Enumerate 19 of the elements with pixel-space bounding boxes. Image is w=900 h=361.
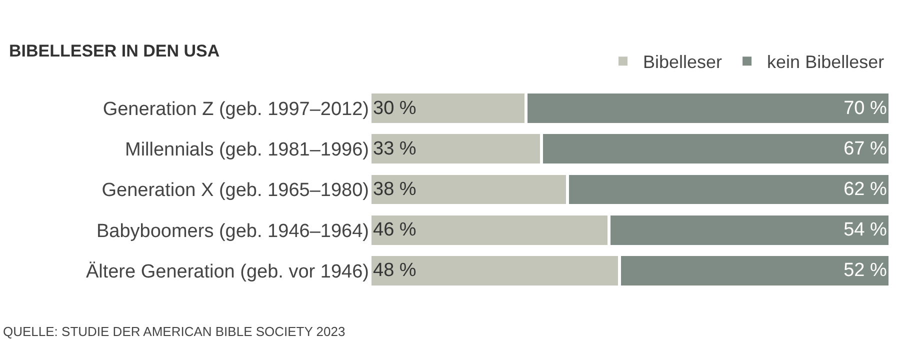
data-label: 67 % (844, 138, 887, 160)
source-note: QUELLE: STUDIE DER AMERICAN BIBLE SOCIETY 2023 (3, 324, 346, 339)
data-label: 46 % (373, 220, 416, 241)
legend-label: Bibelleser (643, 52, 722, 72)
data-label: 52 % (844, 260, 887, 282)
data-label: 70 % (844, 98, 887, 119)
y-tick-label: Generation Z (geb. 1997–2012) (102, 98, 369, 120)
legend-label: kein Bibelleser (767, 52, 884, 72)
y-tick-label: Generation X (geb. 1965–1980) (102, 180, 369, 202)
text: BIBELLESER IN DEN USA (9, 41, 220, 60)
y-tick-label: Ältere Generation (geb. vor 1946) (86, 261, 369, 282)
data-label: 54 % (844, 220, 887, 241)
y-tick-label: Millennials (geb. 1981–1996) (125, 140, 369, 161)
data-label: 38 % (373, 179, 416, 200)
data-label: 48 % (373, 260, 416, 282)
data-label: 30 % (373, 98, 416, 119)
data-label: 33 % (373, 138, 416, 160)
data-label: 62 % (844, 179, 887, 200)
y-tick-label: Babyboomers (geb. 1946–1964) (96, 220, 369, 242)
